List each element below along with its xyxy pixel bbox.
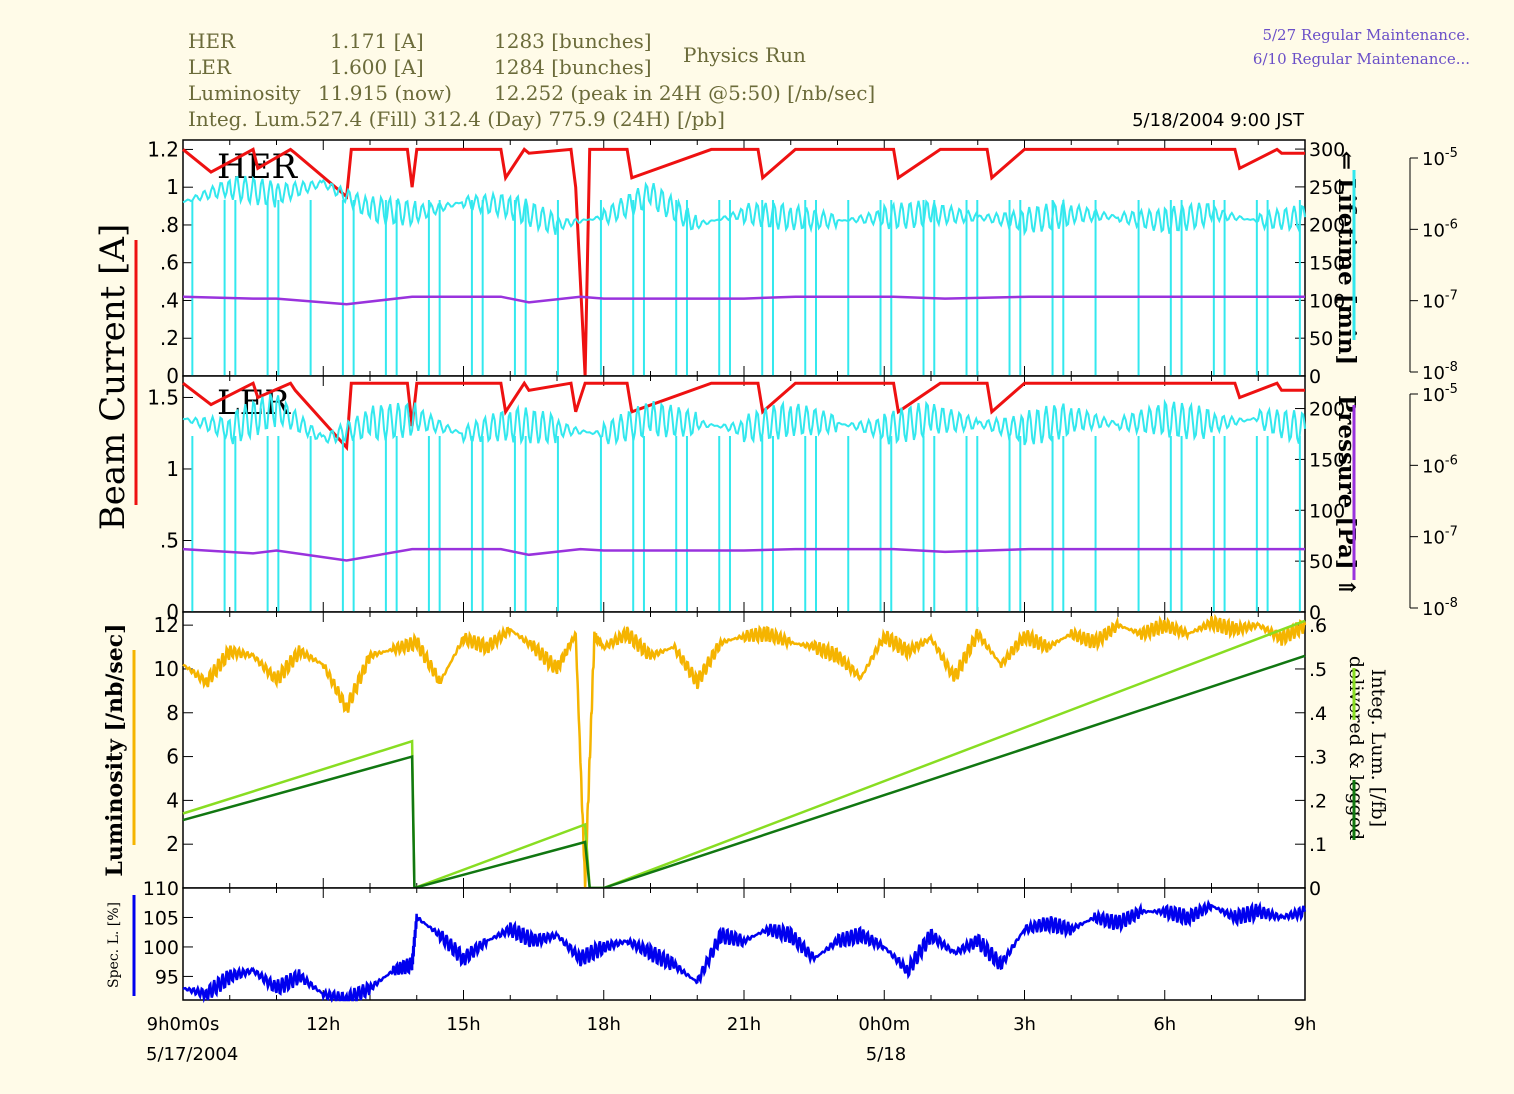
series-lifetime	[182, 175, 1306, 237]
y-tick-label: 0	[166, 600, 179, 624]
y-tick-label: 110	[143, 878, 179, 900]
y-tick-label: 1	[166, 457, 179, 481]
x-tick-label: 6h	[1153, 1014, 1176, 1035]
pressure-tick-label: 10-5	[1422, 146, 1458, 170]
x-tick-label: 9h0m0s	[147, 1014, 220, 1035]
run-mode: Physics Run	[683, 43, 806, 67]
panel-1: 0 .2 .4 .6 .8 1 1.2 0 50 100 150 200 250 300 10-8 10-7 1…	[147, 137, 1458, 388]
y-right-tick-label: 100	[1309, 290, 1345, 312]
x-tick-label: 3h	[1013, 1014, 1036, 1035]
y-tick-label: 0	[166, 364, 179, 388]
pressure-tick-label: 10-6	[1422, 453, 1458, 477]
ler-label: LER	[188, 55, 232, 79]
pressure-tick-label: 10-7	[1422, 289, 1458, 313]
y-tick-label: 10	[154, 657, 179, 681]
lum-now: 11.915 (now)	[318, 81, 452, 105]
integ-lum-label-1: Integ. Lum. [/fb]	[1367, 669, 1389, 827]
pressure-tick-label: 10-6	[1422, 217, 1458, 241]
y-tick-label: 1.2	[147, 137, 179, 161]
y-right-tick-label: 250	[1309, 177, 1345, 199]
series-spec_lum	[182, 899, 1307, 1004]
y-right-tick-label: 0	[1309, 602, 1321, 624]
spec-l-label: Spec. L. [%]	[106, 902, 122, 988]
panel-3: 2 4 6 8 10 12 0 .1 .2 .3 .4 .5 .6	[154, 611, 1327, 900]
y-right-tick-label: 100	[1309, 500, 1345, 522]
her-label: HER	[188, 29, 236, 53]
x-tick-label: 9h	[1294, 1014, 1317, 1035]
y-right-tick-label: .1	[1309, 834, 1327, 856]
y-right-tick-label: 200	[1309, 399, 1345, 421]
y-tick-label: .6	[160, 251, 179, 275]
y-right-tick-label: .3	[1309, 747, 1327, 769]
pressure-tick-label: 10-5	[1422, 382, 1458, 406]
pressure-label: Pressure [Pa] ⇑	[1333, 395, 1360, 597]
x-tick-label: 21h	[727, 1014, 761, 1035]
panel-frame	[182, 139, 1306, 377]
x-tick-label: 18h	[587, 1014, 621, 1035]
y-tick-label: .5	[160, 528, 179, 552]
maintenance-note-1: 5/27 Regular Maintenance.	[1262, 26, 1470, 44]
panel-frame	[182, 611, 1306, 889]
x-tick-label: 12h	[306, 1014, 340, 1035]
beam-current-label: Beam Current [A]	[93, 224, 133, 530]
y-tick-label: .4	[160, 288, 179, 312]
integ-values: 527.4 (Fill) 312.4 (Day) 775.9 (24H) [/p…	[305, 107, 725, 131]
maintenance-note-2: 6/10 Regular Maintenance...	[1253, 50, 1470, 68]
y-tick-label: 6	[166, 745, 179, 769]
y-right-tick-label: .2	[1309, 790, 1327, 812]
y-right-tick-label: 0	[1309, 878, 1321, 900]
lum-label: Luminosity	[188, 81, 301, 105]
panel-4: 95 100 105 110	[143, 878, 1307, 1004]
her-bunches: 1283 [bunches]	[494, 29, 652, 53]
y-tick-label: .8	[160, 213, 179, 237]
ler-bunches: 1284 [bunches]	[494, 55, 652, 79]
date-start: 5/17/2004	[146, 1044, 238, 1065]
panel-frame	[182, 375, 1306, 613]
y-tick-label: 95	[155, 966, 179, 988]
pressure-tick-label: 10-8	[1422, 596, 1458, 620]
panel-frame	[182, 887, 1306, 1001]
y-right-tick-label: .4	[1309, 703, 1327, 725]
integ-label: Integ. Lum.	[188, 107, 306, 131]
y-tick-label: 8	[166, 701, 179, 725]
pressure-tick-label: 10-7	[1422, 525, 1458, 549]
header-block: HER 1.171 [A] 1283 [bunches] LER 1.600 […	[188, 26, 1470, 131]
x-tick-label: 15h	[446, 1014, 480, 1035]
y-right-tick-label: 150	[1309, 449, 1345, 471]
date-mid: 5/18	[866, 1044, 906, 1065]
integ-lum-label-2: delivered & logged	[1345, 656, 1367, 840]
pressure-tick-label: 10-8	[1422, 360, 1458, 384]
timestamp: 5/18/2004 9:00 JST	[1132, 110, 1305, 131]
y-right-tick-label: 50	[1309, 551, 1333, 573]
y-tick-label: 105	[143, 907, 179, 929]
series-pressure	[182, 547, 1305, 562]
panels: 0.2.4.6.811.205010015020025030010-810-71…	[143, 137, 1458, 1035]
luminosity-label: Luminosity [/nb/sec]	[102, 623, 128, 876]
y-tick-label: 2	[166, 832, 179, 856]
y-tick-label: 4	[166, 788, 179, 812]
x-tick-label: 0h0m	[858, 1014, 910, 1035]
y-right-tick-label: 50	[1309, 328, 1333, 350]
y-tick-label: .2	[160, 326, 179, 350]
y-right-tick-label: 300	[1309, 139, 1345, 161]
y-right-tick-label: .6	[1309, 615, 1327, 637]
y-right-tick-label: 200	[1309, 215, 1345, 237]
series-current	[182, 380, 1305, 452]
series-lifetime	[182, 393, 1306, 447]
her-current: 1.171 [A]	[330, 29, 424, 53]
lum-peak: 12.252 (peak in 24H @5:50) [/nb/sec]	[494, 81, 875, 105]
series-luminosity	[182, 613, 1307, 889]
ler-current: 1.600 [A]	[330, 55, 424, 79]
y-right-tick-label: .5	[1309, 659, 1327, 681]
y-tick-label: 12	[154, 613, 179, 637]
y-tick-label: 100	[143, 937, 179, 959]
y-tick-label: 1	[166, 175, 179, 199]
y-right-tick-label: 0	[1309, 366, 1321, 388]
series-pressure	[182, 295, 1305, 306]
y-tick-label: 1.5	[147, 385, 179, 409]
series-current	[182, 147, 1305, 377]
y-right-tick-label: 150	[1309, 253, 1345, 275]
